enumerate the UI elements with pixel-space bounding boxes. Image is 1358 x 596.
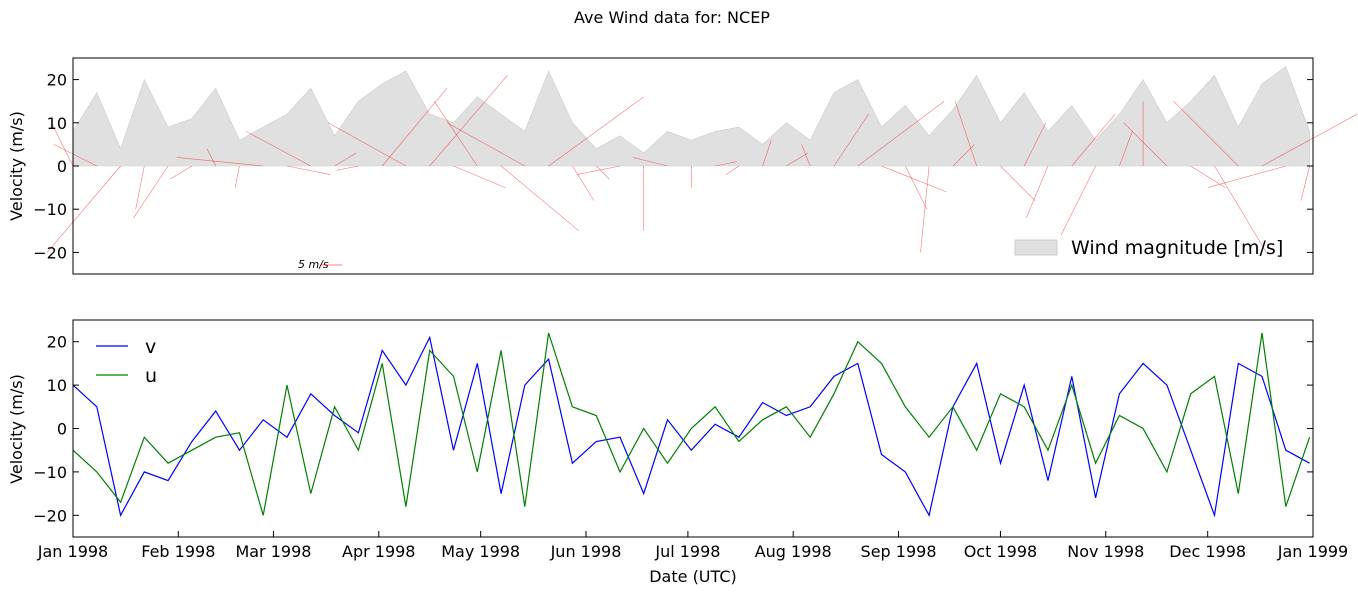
magnitude-area <box>72 66 1310 167</box>
x-tick-label: Jun 1998 <box>550 542 622 561</box>
wind-stick <box>1123 122 1168 167</box>
top-y-tick-label: 20 <box>47 71 67 90</box>
wind-stick <box>336 165 359 171</box>
wind-stick <box>245 131 311 167</box>
wind-stick <box>954 101 977 167</box>
figure-title: Ave Wind data for: NCEP <box>574 8 770 27</box>
x-axis-label: Date (UTC) <box>649 567 737 586</box>
top-y-tick-label: −20 <box>33 243 67 262</box>
bottom-ticks: −20 −10 0 10 20 Jan 1998 Feb 1998 Mar 1998 Apr 1… <box>33 333 1348 561</box>
wind-stick <box>572 165 595 201</box>
legend-swatch-magnitude <box>1014 239 1058 256</box>
wind-stick <box>725 165 740 175</box>
wind-stick <box>170 165 193 180</box>
bottom-y-tick-label: −10 <box>33 463 67 482</box>
bottom-y-tick-label: 20 <box>47 333 67 352</box>
wind-stick <box>762 140 772 167</box>
series-line-u <box>72 332 1311 516</box>
wind-stick <box>632 157 668 167</box>
x-tick-label: Mar 1998 <box>235 542 311 561</box>
wind-stick <box>446 122 525 167</box>
x-tick-label: May 1998 <box>441 542 520 561</box>
wind-stick <box>135 165 145 210</box>
wind-stick <box>1300 165 1310 201</box>
x-tick-label: Aug 1998 <box>755 542 832 561</box>
x-tick-label: Nov 1998 <box>1067 542 1144 561</box>
wind-stick <box>206 148 216 167</box>
wind-sticks-group <box>46 75 1358 253</box>
top-y-tick-label: 0 <box>57 157 67 176</box>
series-lines-group <box>72 332 1311 518</box>
wind-stick <box>1173 100 1239 167</box>
legend-label-u: u <box>145 365 157 387</box>
wind-stick <box>548 96 644 167</box>
quiver-key: 5 m/s <box>298 258 342 271</box>
x-tick-label: Jul 1998 <box>654 542 720 561</box>
wind-stick <box>53 144 97 167</box>
wind-stick <box>715 161 737 167</box>
x-tick-label: Jan 1999 <box>1277 542 1348 561</box>
wind-stick <box>46 165 121 253</box>
wind-stick <box>286 165 331 175</box>
x-tick-label: Jan 1998 <box>37 542 108 561</box>
wind-stick <box>51 122 74 167</box>
wind-stick <box>595 165 610 180</box>
wind-stick <box>1208 165 1286 188</box>
wind-stick <box>500 165 579 232</box>
quiver-key-label: 5 m/s <box>298 258 329 271</box>
top-y-tick-label: 10 <box>47 114 67 133</box>
wind-stick <box>1119 131 1133 167</box>
top-axes-frame <box>72 57 1314 275</box>
wind-stick <box>453 165 506 188</box>
wind-stick <box>133 165 169 218</box>
top-legend: Wind magnitude [m/s] <box>1014 237 1283 259</box>
x-tick-label: Sep 1998 <box>861 542 937 561</box>
top-y-tick-label: −10 <box>33 200 67 219</box>
wind-stick <box>1000 165 1036 201</box>
wind-stick <box>881 165 947 193</box>
bottom-axes: −20 −10 0 10 20 Jan 1998 Feb 1998 Mar 1998 Apr 1… <box>7 319 1348 586</box>
top-y-ticks: −20 −10 0 10 20 <box>33 71 1313 262</box>
wind-stick <box>176 157 264 167</box>
wind-stick <box>1190 165 1226 188</box>
wind-stick <box>328 122 407 167</box>
x-tick-label: Oct 1998 <box>964 542 1037 561</box>
wind-stick <box>381 88 448 167</box>
bottom-y-axis-label: Velocity (m/s) <box>7 374 26 484</box>
wind-stick <box>801 144 811 167</box>
bottom-y-tick-label: −20 <box>33 506 67 525</box>
wind-stick <box>334 152 357 167</box>
wind-stick <box>1071 114 1116 167</box>
legend-label-v: v <box>145 336 156 358</box>
bottom-y-tick-label: 10 <box>47 376 67 395</box>
wind-stick <box>576 165 621 175</box>
x-tick-label: Apr 1998 <box>342 542 415 561</box>
legend-label-magnitude: Wind magnitude [m/s] <box>1071 237 1283 259</box>
wind-stick <box>920 165 930 253</box>
bottom-y-tick-label: 0 <box>57 420 67 439</box>
wind-stick <box>429 75 508 167</box>
wind-stick <box>234 165 240 188</box>
top-y-axis-label: Velocity (m/s) <box>7 111 26 221</box>
wind-stick <box>786 152 809 167</box>
wind-stick <box>1214 165 1267 253</box>
x-tick-label: Feb 1998 <box>141 542 215 561</box>
wind-stick <box>433 101 478 167</box>
series-line-v <box>72 335 1310 518</box>
wind-stick <box>1026 165 1049 218</box>
wind-stick <box>905 165 928 210</box>
magnitude-area-group <box>72 66 1310 167</box>
wind-stick <box>1261 113 1358 167</box>
x-tick-label: Dec 1998 <box>1169 542 1246 561</box>
wind-stick <box>833 114 869 167</box>
bottom-axes-frame <box>72 319 1314 538</box>
bottom-legend: v u <box>96 336 157 387</box>
wind-stick <box>857 100 945 167</box>
wind-stick <box>1060 165 1096 236</box>
wind-stick <box>1023 122 1047 167</box>
top-axes: −20 −10 0 10 20 5 m/s Wind magnitude [m/s] V… <box>7 57 1358 275</box>
